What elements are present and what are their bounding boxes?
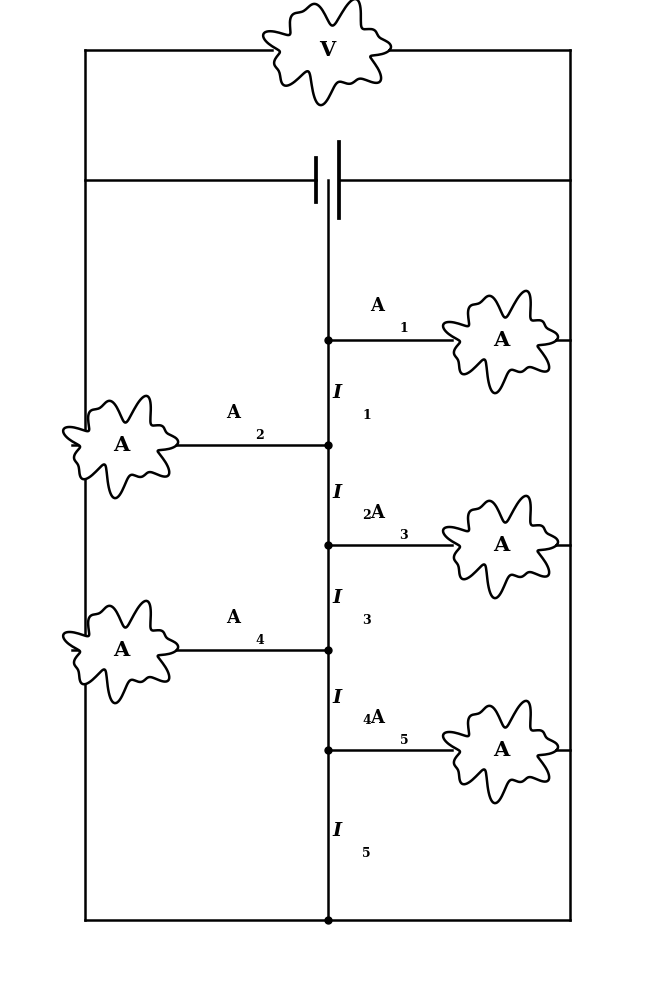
Text: A: A <box>493 535 509 555</box>
Text: A: A <box>493 330 509 350</box>
Text: I: I <box>333 689 342 707</box>
Text: 1: 1 <box>362 409 371 422</box>
Polygon shape <box>263 0 391 105</box>
Text: A: A <box>226 609 240 627</box>
Text: A: A <box>370 297 384 315</box>
Text: V: V <box>320 40 335 60</box>
Text: I: I <box>333 484 342 502</box>
Polygon shape <box>443 291 558 393</box>
Text: 4: 4 <box>255 634 264 647</box>
Polygon shape <box>63 601 178 703</box>
Text: 4: 4 <box>362 714 371 727</box>
Text: A: A <box>226 404 240 422</box>
Polygon shape <box>443 496 558 598</box>
Text: A: A <box>493 740 509 760</box>
Polygon shape <box>443 701 558 803</box>
Text: I: I <box>333 384 342 402</box>
Text: 5: 5 <box>400 734 408 747</box>
Text: A: A <box>113 640 129 660</box>
Text: I: I <box>333 822 342 840</box>
Text: A: A <box>370 504 384 522</box>
Text: A: A <box>113 435 129 455</box>
Text: 3: 3 <box>362 614 371 627</box>
Text: 1: 1 <box>400 322 408 335</box>
Text: 3: 3 <box>400 529 408 542</box>
Text: A: A <box>370 709 384 727</box>
Text: 2: 2 <box>255 429 264 442</box>
Polygon shape <box>63 396 178 498</box>
Text: 2: 2 <box>362 509 371 522</box>
Text: 5: 5 <box>362 847 371 860</box>
Text: I: I <box>333 589 342 607</box>
